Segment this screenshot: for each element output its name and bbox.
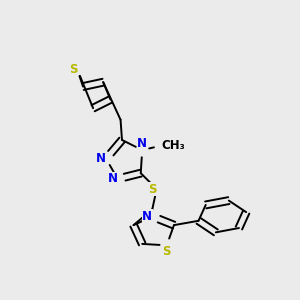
Text: N: N	[96, 152, 106, 165]
Text: S: S	[148, 182, 157, 196]
Text: N: N	[137, 137, 147, 150]
Text: N: N	[108, 172, 118, 185]
Text: S: S	[163, 245, 171, 258]
Text: S: S	[69, 63, 77, 76]
Text: N: N	[142, 210, 152, 223]
Text: CH₃: CH₃	[161, 139, 185, 152]
